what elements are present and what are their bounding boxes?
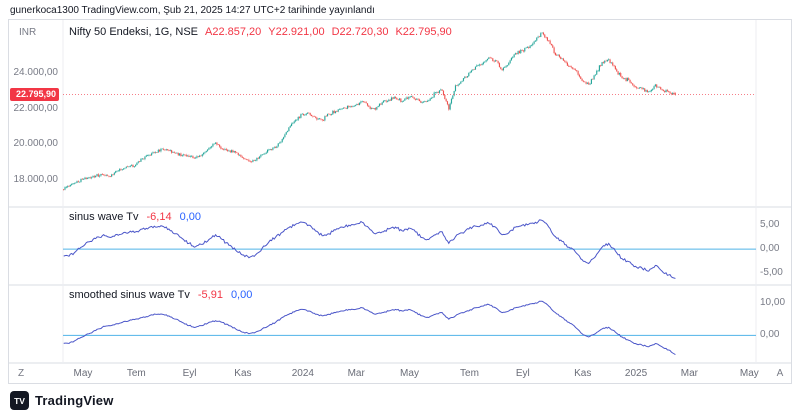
ohlc-open: A22.857,20: [205, 26, 261, 38]
tradingview-logo-svg: TV: [10, 391, 29, 410]
ohlc-open-label: A: [205, 26, 213, 38]
symbol-title[interactable]: Nifty 50 Endeksi, 1G, NSE: [69, 26, 198, 38]
indicator2-value: -5,91: [197, 289, 223, 301]
timezone-button[interactable]: Z: [17, 368, 25, 379]
indicator2-line: [63, 300, 676, 356]
ohlc-close-label: K: [395, 26, 403, 38]
indicator2-title[interactable]: smoothed sinus wave Tv: [69, 289, 190, 301]
logo-background: [10, 391, 29, 410]
candle-wicks-down: [63, 31, 676, 191]
candle-bodies-up: [64, 32, 674, 190]
autoscale-button[interactable]: A: [776, 368, 784, 379]
ohlc-close: K22.795,90: [395, 26, 451, 38]
ohlc-low-value: 22.720,30: [339, 26, 389, 38]
ohlc-low-label: D: [331, 26, 340, 38]
ohlc-open-value: 22.857,20: [212, 26, 262, 38]
candle-bodies-down: [63, 32, 676, 190]
ohlc-high-label: Y: [268, 26, 276, 38]
ohlc-high-value: 22.921,00: [275, 26, 325, 38]
indicator1-title[interactable]: sinus wave Tv: [69, 211, 139, 223]
tradingview-footer[interactable]: TV TradingView: [10, 391, 800, 410]
tradingview-logo-icon[interactable]: TV: [10, 391, 29, 410]
indicator1-line: [63, 219, 676, 279]
symbol-legend: Nifty 50 Endeksi, 1G, NSE A22.857,20 Y22.9…: [69, 26, 452, 38]
tradingview-wordmark[interactable]: TradingView: [35, 393, 114, 408]
chart-canvas[interactable]: [9, 20, 791, 383]
indicator1-value: -6,14: [146, 211, 172, 223]
chart-widget: INR Nifty 50 Endeksi, 1G, NSE A22.857,20 Y…: [8, 19, 792, 384]
indicator1-legend: sinus wave Tv -6,14 0,00: [69, 211, 201, 223]
candle-wicks-up: [64, 32, 673, 191]
currency-label[interactable]: INR: [19, 27, 37, 38]
logo-tv-glyph: TV: [14, 396, 25, 406]
indicator2-zero-value: 0,00: [230, 289, 253, 301]
ohlc-high: Y22.921,00: [268, 26, 324, 38]
ohlc-close-value: 22.795,90: [402, 26, 452, 38]
ohlc-low: D22.720,30: [332, 26, 389, 38]
indicator2-legend: smoothed sinus wave Tv -5,91 0,00: [69, 289, 252, 301]
indicator1-zero-value: 0,00: [179, 211, 201, 223]
publish-info-text: gunerkoca1300 TradingView.com, Şub 21, 2…: [10, 5, 375, 16]
published-chart-page: gunerkoca1300 TradingView.com, Şub 21, 2…: [0, 5, 800, 410]
